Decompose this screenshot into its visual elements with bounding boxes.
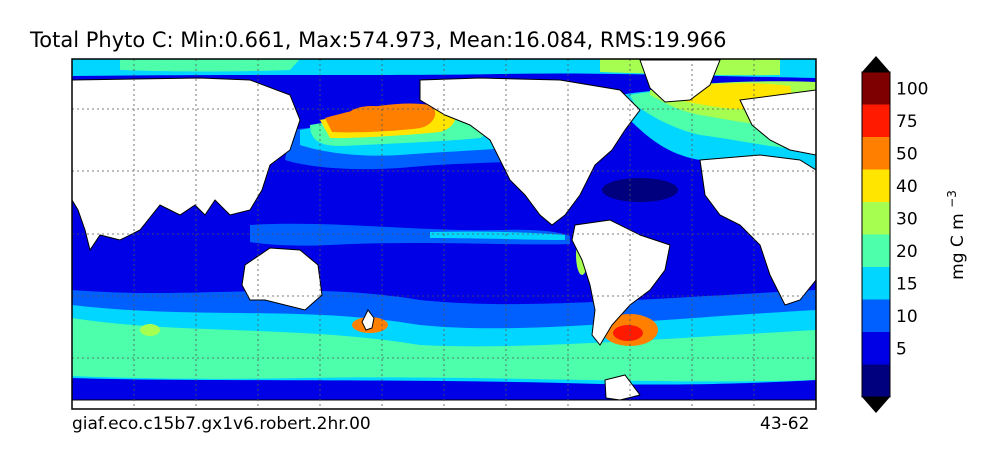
- colorbar-tick-label: 15: [896, 274, 918, 294]
- land-masses: [72, 59, 816, 409]
- land-greenland: [639, 59, 721, 103]
- colorbar-unit-exponent: −3: [945, 190, 959, 208]
- colorbar-swatch: [862, 104, 890, 137]
- depth-range-label: 43-62: [760, 414, 810, 434]
- colorbar-swatch: [862, 332, 890, 365]
- equatorial-band: [250, 223, 570, 246]
- land-new-zealand: [361, 309, 375, 331]
- land-north-america: [419, 77, 641, 226]
- colorbar-swatch: [862, 234, 890, 267]
- north-atlantic-gyre: [602, 178, 678, 202]
- colorbar-unit-label: mg C m −3: [945, 190, 968, 280]
- colorbar-tick-label: 100: [896, 79, 928, 99]
- north-pacific-gyre: [270, 170, 570, 220]
- arctic-green: [120, 59, 300, 72]
- colorbar-frame: [861, 71, 891, 398]
- land-africa: [699, 154, 816, 306]
- land-europe: [739, 89, 816, 156]
- colorbar-swatch: [862, 364, 890, 397]
- colorbar-tick-label: 30: [896, 209, 918, 229]
- colorbar-swatch: [862, 202, 890, 235]
- map-title: Total Phyto C: Min:0.661, Max:574.973, M…: [30, 28, 727, 52]
- land-australia: [241, 247, 323, 311]
- colorbar: 5 10 15 20 30 40 50 75 100: [861, 56, 928, 413]
- colorbar-over-arrow: [862, 56, 890, 72]
- south-pacific-gyre: [270, 248, 570, 292]
- colorbar-tick-label: 5: [896, 339, 907, 359]
- colorbar-swatch: [862, 137, 890, 170]
- sea-of-okhotsk-bloom: [346, 106, 398, 130]
- map-plot-area: [72, 59, 816, 409]
- colorbar-swatch: [862, 267, 890, 300]
- colorbar-swatch: [862, 72, 890, 105]
- colorbar-tick-label: 75: [896, 112, 918, 132]
- colorbar-tick-label: 50: [896, 144, 918, 164]
- land-antarctic-peninsula: [604, 374, 641, 401]
- patagonian-shelf-bloom-core: [613, 325, 643, 341]
- colorbar-swatch: [862, 299, 890, 332]
- colorbar-under-arrow: [862, 397, 890, 413]
- colorbar-swatch: [862, 169, 890, 202]
- land-south-america: [571, 219, 671, 346]
- land-africa-asia-left: [72, 77, 301, 252]
- map-frame: [71, 58, 817, 410]
- run-id-label: giaf.eco.c15b7.gx1v6.robert.2hr.00: [72, 414, 371, 434]
- colorbar-tick-label: 20: [896, 242, 918, 262]
- colorbar-tick-label: 40: [896, 177, 918, 197]
- kerguelen-bloom: [140, 324, 160, 336]
- map-gridlines: [72, 59, 816, 409]
- colorbar-tick-label: 10: [896, 307, 918, 327]
